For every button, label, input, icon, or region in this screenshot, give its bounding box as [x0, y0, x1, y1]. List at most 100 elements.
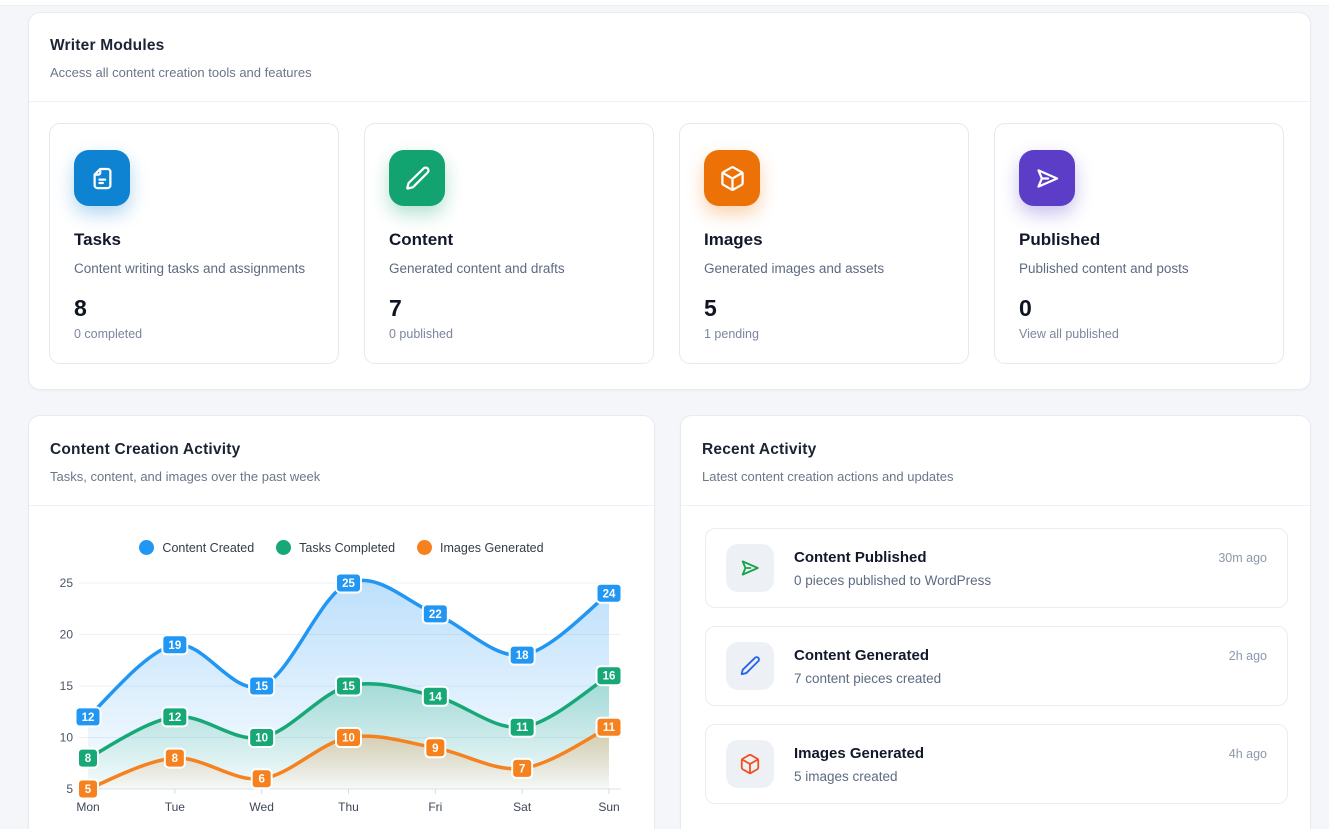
svg-text:5: 5 — [66, 782, 73, 796]
activity-timestamp: 30m ago — [1218, 550, 1267, 565]
legend-label: Content Created — [162, 540, 255, 555]
activity-timestamp: 4h ago — [1228, 746, 1267, 761]
svg-text:7: 7 — [519, 763, 525, 775]
svg-text:15: 15 — [342, 681, 355, 693]
module-count: 8 — [74, 295, 87, 321]
svg-text:9: 9 — [432, 743, 438, 755]
svg-text:11: 11 — [603, 722, 616, 734]
writer-modules-title: Writer Modules — [50, 37, 165, 54]
activity-title: Content Published — [794, 548, 927, 566]
module-card-published[interactable]: Published Published content and posts 0 … — [994, 123, 1284, 364]
top-app-bar-edge — [0, 0, 1329, 6]
module-title: Images — [704, 230, 763, 249]
module-count: 0 — [1019, 295, 1032, 321]
legend-item[interactable]: Tasks Completed — [276, 540, 395, 555]
legend-label: Tasks Completed — [299, 540, 396, 555]
module-caption: 0 published — [389, 327, 453, 341]
writer-modules-card: Writer Modules Access all content creati… — [28, 12, 1311, 390]
pencil-icon — [389, 150, 445, 206]
legend-label: Images Generated — [440, 540, 544, 555]
box-icon — [704, 150, 760, 206]
module-description: Generated images and assets — [704, 261, 885, 276]
recent-activity-header: Recent Activity Latest content creation … — [681, 416, 1310, 484]
legend-dot-icon — [139, 540, 155, 555]
module-title: Content — [389, 230, 454, 249]
svg-text:14: 14 — [429, 691, 442, 703]
svg-text:25: 25 — [342, 578, 355, 590]
svg-text:Sun: Sun — [598, 800, 619, 814]
chart-subtitle: Tasks, content, and images over the past… — [50, 469, 321, 484]
module-card-images[interactable]: Images Generated images and assets 5 1 p… — [679, 123, 969, 364]
svg-text:16: 16 — [603, 671, 616, 683]
svg-text:15: 15 — [255, 681, 268, 693]
svg-text:18: 18 — [516, 650, 529, 662]
activity-item-content-published[interactable]: Content Published 30m ago 0 pieces publi… — [705, 528, 1288, 608]
svg-text:10: 10 — [60, 731, 74, 745]
recent-activity-subtitle: Latest content creation actions and upda… — [702, 469, 954, 484]
activity-description: 7 content pieces created — [794, 670, 942, 686]
legend-dot-icon — [417, 540, 433, 555]
activity-item-images-generated[interactable]: Images Generated 4h ago 5 images created — [705, 724, 1288, 804]
activity-timestamp: 2h ago — [1228, 648, 1267, 663]
svg-text:11: 11 — [516, 722, 529, 734]
svg-text:Tue: Tue — [165, 800, 186, 814]
module-description: Content writing tasks and assignments — [74, 261, 306, 276]
svg-text:24: 24 — [603, 588, 616, 600]
svg-text:6: 6 — [258, 774, 264, 786]
activity-list: Content Published 30m ago 0 pieces publi… — [705, 528, 1288, 822]
pencil-icon — [726, 642, 774, 690]
header-divider — [29, 101, 1310, 102]
svg-text:20: 20 — [60, 628, 74, 642]
writer-modules-subtitle: Access all content creation tools and fe… — [50, 65, 312, 80]
module-count: 5 — [704, 295, 717, 321]
svg-text:Sat: Sat — [513, 800, 532, 814]
activity-description: 5 images created — [794, 768, 898, 784]
svg-text:Wed: Wed — [249, 800, 273, 814]
module-card-content[interactable]: Content Generated content and drafts 7 0… — [364, 123, 654, 364]
svg-text:12: 12 — [168, 712, 181, 724]
svg-text:22: 22 — [429, 609, 442, 621]
module-count: 7 — [389, 295, 402, 321]
module-caption: View all published — [1019, 327, 1119, 341]
module-caption: 1 pending — [704, 327, 759, 341]
activity-description: 0 pieces published to WordPress — [794, 572, 992, 588]
module-title: Tasks — [74, 230, 121, 249]
box-icon — [726, 740, 774, 788]
svg-text:Thu: Thu — [338, 800, 359, 814]
content-creation-activity-card: Content Creation Activity Tasks, content… — [28, 415, 655, 829]
chart-header: Content Creation Activity Tasks, content… — [29, 416, 654, 484]
modules-row: Tasks Content writing tasks and assignme… — [49, 123, 1284, 364]
svg-text:10: 10 — [342, 733, 355, 745]
chart-title: Content Creation Activity — [50, 441, 241, 458]
module-description: Published content and posts — [1019, 261, 1189, 276]
chart-legend: Content Created Tasks Completed Images Gen… — [29, 540, 654, 555]
activity-item-body: Content Published 30m ago 0 pieces publi… — [794, 549, 1267, 588]
module-title: Published — [1019, 230, 1101, 249]
file-icon — [74, 150, 130, 206]
module-card-tasks[interactable]: Tasks Content writing tasks and assignme… — [49, 123, 339, 364]
svg-text:15: 15 — [60, 679, 74, 693]
send-icon — [726, 544, 774, 592]
svg-text:25: 25 — [60, 576, 74, 590]
svg-text:8: 8 — [172, 753, 179, 765]
module-description: Generated content and drafts — [389, 261, 565, 276]
activity-item-body: Images Generated 4h ago 5 images created — [794, 745, 1267, 784]
svg-text:5: 5 — [85, 784, 92, 796]
activity-title: Content Generated — [794, 646, 930, 664]
activity-title: Images Generated — [794, 744, 925, 762]
svg-text:Mon: Mon — [76, 800, 99, 814]
svg-text:Fri: Fri — [428, 800, 442, 814]
legend-item[interactable]: Content Created — [139, 540, 254, 555]
header-divider — [681, 505, 1310, 506]
activity-item-content-generated[interactable]: Content Generated 2h ago 7 content piece… — [705, 626, 1288, 706]
recent-activity-title: Recent Activity — [702, 441, 817, 458]
writer-modules-header: Writer Modules Access all content creati… — [29, 13, 1310, 80]
module-caption: 0 completed — [74, 327, 143, 341]
svg-text:8: 8 — [85, 753, 92, 765]
legend-item[interactable]: Images Generated — [417, 540, 544, 555]
header-divider — [29, 505, 654, 506]
recent-activity-card: Recent Activity Latest content creation … — [680, 415, 1311, 829]
send-icon — [1019, 150, 1075, 206]
svg-text:19: 19 — [168, 640, 181, 652]
